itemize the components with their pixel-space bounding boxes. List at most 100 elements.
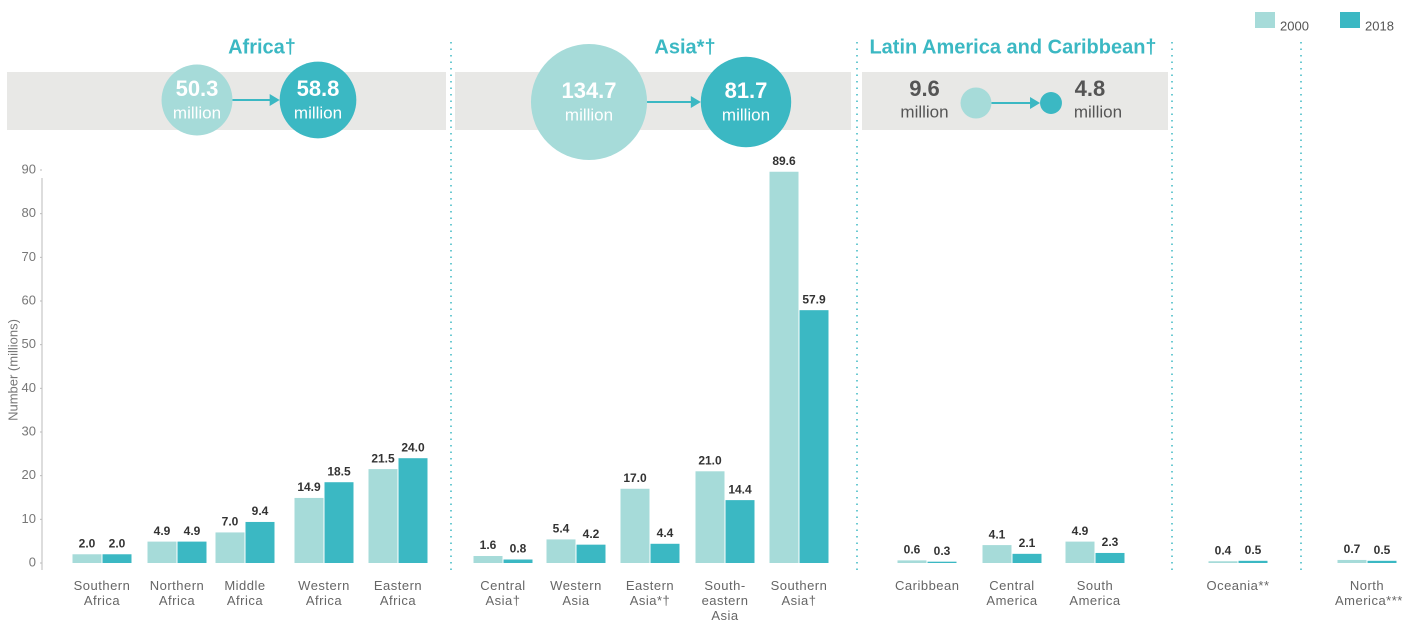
bar	[473, 556, 503, 563]
bubble-value: 134.7	[561, 78, 616, 103]
y-tick-label: 70	[22, 249, 36, 264]
y-tick-label: 80	[22, 205, 36, 220]
arrow-head	[690, 96, 701, 108]
y-axis-label: Number (millions)	[5, 319, 20, 421]
x-tick-label: South-eastern Asia	[701, 578, 749, 623]
bubble-unit: million	[294, 103, 342, 122]
value-label: 21.0	[698, 453, 722, 467]
bar	[1238, 560, 1268, 563]
value-label: 0.3	[934, 544, 951, 558]
bar	[324, 482, 354, 563]
legend-swatch	[1340, 12, 1360, 28]
x-tick-label: Caribbean	[895, 578, 960, 593]
legend-label: 2018	[1365, 18, 1394, 33]
y-tick-label: 20	[22, 467, 36, 482]
bar	[769, 171, 799, 563]
bar	[245, 521, 275, 563]
bubble	[279, 61, 357, 139]
value-label: 0.8	[510, 542, 527, 556]
bubble-unit: million	[565, 105, 613, 124]
value-label: 2.0	[79, 536, 96, 550]
bubble-value: 81.7	[725, 78, 768, 103]
arrow-head	[269, 94, 280, 106]
value-label: 5.4	[553, 522, 570, 536]
y-tick-label: 0	[29, 554, 36, 569]
y-tick-label: 40	[22, 380, 36, 395]
bubble	[700, 56, 792, 148]
bar	[982, 545, 1012, 563]
bar	[799, 310, 829, 563]
bar	[620, 488, 650, 563]
bubble-value: 58.8	[297, 76, 340, 101]
x-tick-label: Eastern Africa	[373, 578, 423, 608]
bar	[650, 543, 680, 563]
x-tick-label: Northern Africa	[149, 578, 205, 608]
x-tick-label: Southern Africa	[73, 578, 131, 608]
value-label: 89.6	[772, 154, 796, 168]
bar	[1337, 559, 1367, 563]
bar	[398, 458, 428, 563]
bar	[368, 469, 398, 563]
value-label: 4.4	[657, 526, 674, 540]
y-tick-label: 10	[22, 511, 36, 526]
bar	[1095, 552, 1125, 563]
value-label: 57.9	[802, 292, 826, 306]
bar	[102, 554, 132, 563]
x-tick-label: Oceania**	[1206, 578, 1270, 593]
value-label: 24.0	[401, 440, 425, 454]
value-label: 4.9	[1072, 524, 1089, 538]
value-label: 0.4	[1215, 543, 1232, 557]
legend-label: 2000	[1280, 18, 1309, 33]
value-label: 21.5	[371, 451, 395, 465]
bar	[177, 541, 207, 563]
x-tick-label: Central Asia†	[480, 578, 526, 608]
region-title: Latin America and Caribbean†	[869, 36, 1156, 58]
bubble	[960, 87, 992, 119]
y-tick-label: 30	[22, 423, 36, 438]
x-tick-label: Western Asia	[550, 578, 602, 608]
value-label: 2.0	[109, 536, 126, 550]
region-title: Asia*†	[654, 36, 715, 58]
x-tick-label: North America***	[1335, 578, 1403, 608]
value-label: 0.5	[1245, 543, 1262, 557]
value-label: 2.1	[1019, 536, 1036, 550]
bar	[897, 560, 927, 563]
bar	[1065, 541, 1095, 563]
y-tick-label: 60	[22, 292, 36, 307]
bubble	[1040, 92, 1062, 114]
value-label: 18.5	[327, 464, 351, 478]
value-label: 2.3	[1102, 535, 1119, 549]
x-tick-label: Eastern Asia*†	[625, 578, 675, 608]
bar	[147, 541, 177, 563]
bar	[695, 471, 725, 563]
value-label: 0.6	[904, 543, 921, 557]
x-tick-label: South America	[1069, 578, 1121, 608]
value-label: 14.4	[728, 482, 752, 496]
bar	[725, 500, 755, 563]
bubble	[530, 43, 648, 161]
y-tick-label: 90	[22, 161, 36, 176]
bar	[1367, 560, 1397, 563]
x-tick-label: Western Africa	[298, 578, 350, 608]
bar	[546, 539, 576, 563]
region-band	[862, 72, 1168, 130]
bubble	[161, 64, 233, 136]
value-label: 4.2	[583, 527, 600, 541]
value-label: 17.0	[623, 471, 647, 485]
value-label: 0.5	[1374, 543, 1391, 557]
value-label: 9.4	[252, 504, 269, 518]
bar	[294, 497, 324, 563]
x-tick-label: Middle Africa	[224, 578, 266, 608]
bubble-value: 4.8	[1075, 76, 1106, 101]
x-tick-label: Central America	[986, 578, 1038, 608]
value-label: 4.1	[989, 527, 1006, 541]
bar	[215, 532, 245, 563]
bubble-unit: million	[722, 105, 770, 124]
bar	[1208, 561, 1238, 563]
bar	[576, 544, 606, 563]
x-tick-label: Southern Asia†	[770, 578, 828, 608]
value-label: 7.0	[222, 515, 239, 529]
bar	[503, 559, 533, 563]
